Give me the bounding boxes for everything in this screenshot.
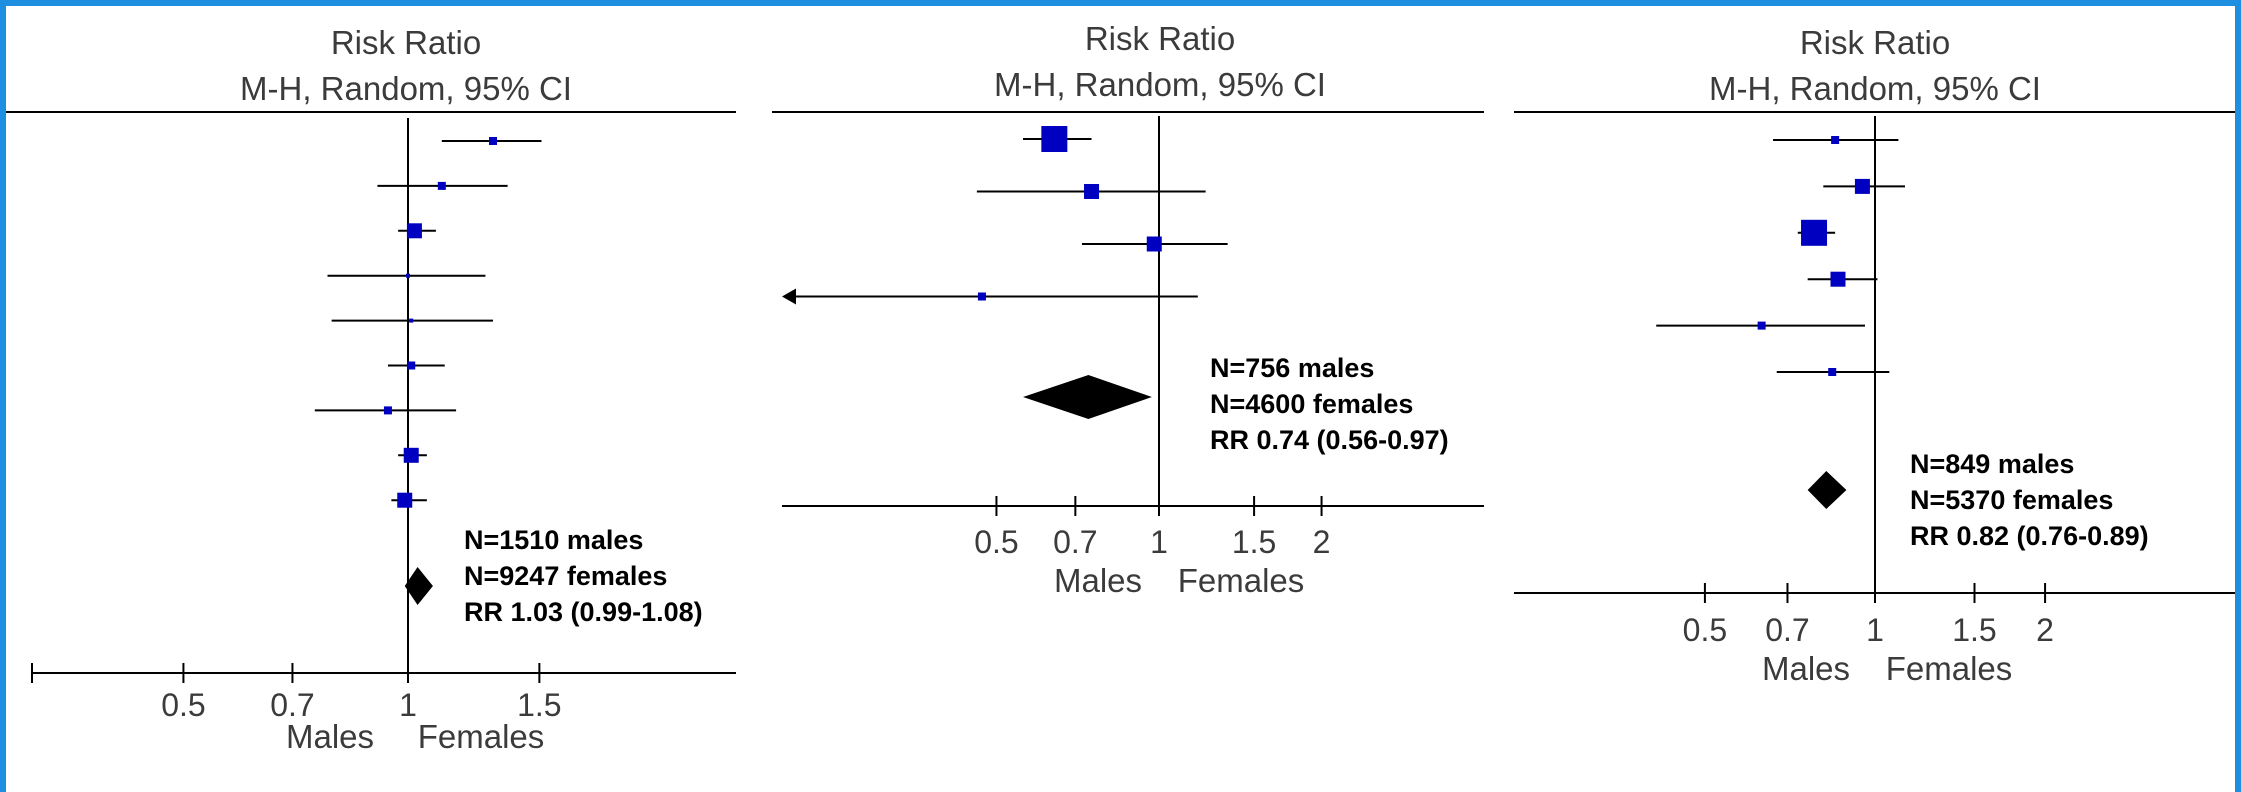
panel-3: Risk Ratio M-H, Random, 95% CI 0.5 0.7 1…: [1514, 24, 2235, 687]
panel-1-study-point: [407, 361, 416, 370]
panel-1-study-point: [383, 406, 392, 415]
panel-2-study-point: [1084, 184, 1100, 199]
panel-1-xlabel-right: Females: [418, 718, 545, 755]
panel-2-xlabel-right: Females: [1178, 562, 1305, 599]
panel-1-title: Risk Ratio: [331, 24, 481, 61]
panel-1-annotation-rr: RR 1.03 (0.99-1.08): [464, 597, 703, 627]
panel-2-annotation-n-males: N=756 males: [1210, 353, 1374, 383]
panel-2-study-point: [977, 292, 986, 301]
panel-2-title: Risk Ratio: [1085, 20, 1235, 57]
panel-2-tick-label: 0.5: [974, 524, 1018, 560]
panel-3-tick-label: 1.5: [1952, 612, 1996, 648]
forest-plots: Risk Ratio M-H, Random, 95% CI 0.5 0.7 1…: [6, 20, 2235, 755]
panel-3-tick-label: 0.7: [1765, 612, 1809, 648]
figure-frame: Risk Ratio M-H, Random, 95% CI 0.5 0.7 1…: [6, 6, 2235, 792]
panel-3-subtitle: M-H, Random, 95% CI: [1709, 70, 2041, 107]
panel-2-tick-label: 1.5: [1232, 524, 1276, 560]
panel-1-tick-label: 0.7: [270, 687, 314, 723]
panel-3-tick-label: 1: [1866, 612, 1884, 648]
panel-1-study-point: [406, 273, 410, 278]
panel-1-study-point: [403, 447, 419, 463]
panel-3-study-point: [1831, 136, 1840, 144]
panel-3-tick-label: 0.5: [1683, 612, 1727, 648]
panel-3-study-point: [1801, 219, 1828, 246]
panel-1-study-point: [409, 318, 414, 323]
panel-1: Risk Ratio M-H, Random, 95% CI 0.5 0.7 1…: [6, 24, 736, 755]
panel-2-annotation-n-females: N=4600 females: [1210, 389, 1413, 419]
panel-3-study-point: [1828, 368, 1837, 376]
panel-3-annotation-rr: RR 0.82 (0.76-0.89): [1910, 521, 2149, 551]
panel-1-xlabel-left: Males: [286, 718, 374, 755]
panel-1-pooled-diamond: [404, 567, 433, 605]
panel-2-tick-label: 2: [1313, 524, 1331, 560]
panel-2-tick-label: 0.7: [1053, 524, 1097, 560]
panel-1-subtitle: M-H, Random, 95% CI: [240, 70, 572, 107]
panel-2-marks: [782, 116, 1484, 516]
panel-2-subtitle: M-H, Random, 95% CI: [994, 66, 1326, 103]
panel-3-annotation-n-males: N=849 males: [1910, 449, 2074, 479]
panel-2-study-point: [1041, 126, 1068, 152]
panel-1-study-point: [397, 492, 413, 508]
panel-3-marks: [1514, 116, 2235, 603]
panel-2-study-point: [1146, 236, 1162, 252]
panel-3-xlabel-left: Males: [1762, 650, 1850, 687]
panel-1-marks: [31, 118, 736, 683]
panel-3-xlabel-right: Females: [1886, 650, 2013, 687]
panel-3-study-point: [1757, 321, 1766, 330]
panel-2-ci-arrow: [782, 288, 796, 305]
panel-3-study-point: [1854, 178, 1870, 194]
panel-2-xlabel-left: Males: [1054, 562, 1142, 599]
panel-3-pooled-diamond: [1807, 471, 1847, 509]
panel-2-tick-label: 1: [1150, 524, 1168, 560]
panel-3-title: Risk Ratio: [1800, 24, 1950, 61]
panel-3-tick-label: 2: [2036, 612, 2054, 648]
panel-1-annotation-n-males: N=1510 males: [464, 525, 643, 555]
panel-2-pooled-diamond: [1023, 375, 1152, 419]
panel-1-tick-label: 0.5: [161, 687, 205, 723]
panel-2-annotation-rr: RR 0.74 (0.56-0.97): [1210, 425, 1449, 455]
panel-3-study-point: [1830, 271, 1846, 287]
panel-1-tick-label: 1: [399, 687, 417, 723]
panel-2: Risk Ratio M-H, Random, 95% CI 0.5 0.7 1…: [772, 20, 1484, 599]
panel-3-annotation-n-females: N=5370 females: [1910, 485, 2113, 515]
panel-1-study-point: [489, 137, 498, 145]
panel-1-tick-label: 1.5: [517, 687, 561, 723]
panel-1-study-point: [437, 181, 446, 190]
panel-1-study-point: [406, 223, 422, 239]
panel-1-annotation-n-females: N=9247 females: [464, 561, 667, 591]
